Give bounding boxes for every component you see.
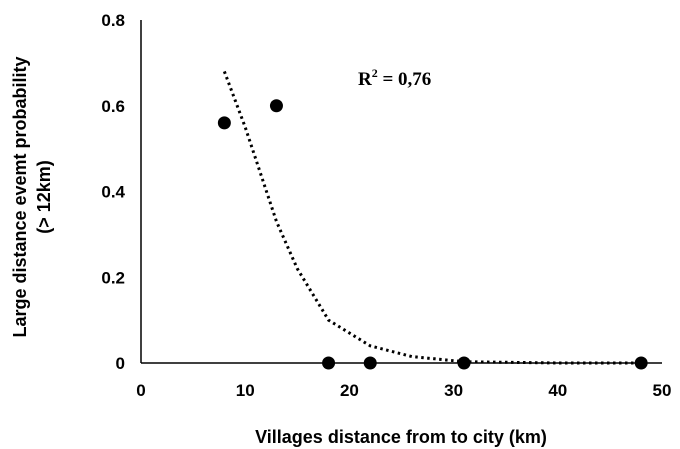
y-axis-title-line-1: Large distance evemt probability <box>10 56 30 337</box>
y-tick-label: 0.6 <box>101 97 125 116</box>
y-axis-title-line-2: (> 12km) <box>34 160 54 234</box>
data-point <box>634 356 648 370</box>
y-tick-label: 0.4 <box>101 183 125 202</box>
axes <box>140 20 662 364</box>
data-point <box>363 356 377 370</box>
y-tick-labels: 0 0.2 0.4 0.6 0.8 <box>101 11 125 373</box>
data-point <box>322 356 336 370</box>
r-squared-annotation: R2 = 0,76 <box>358 66 431 90</box>
y-tick-label: 0 <box>116 354 125 373</box>
data-point <box>457 356 471 370</box>
x-tick-label: 50 <box>653 381 672 400</box>
data-points <box>217 99 648 370</box>
x-tick-label: 30 <box>444 381 463 400</box>
x-tick-label: 40 <box>548 381 567 400</box>
x-tick-label: 20 <box>340 381 359 400</box>
x-tick-label: 0 <box>136 381 145 400</box>
r-squared-value: = 0,76 <box>378 69 432 90</box>
trendline <box>222 70 642 365</box>
r-squared-base: R <box>358 69 372 90</box>
y-tick-label: 0.2 <box>101 268 125 287</box>
r-squared-superscript: 2 <box>372 66 378 80</box>
data-point <box>269 99 283 113</box>
x-tick-label: 10 <box>236 381 255 400</box>
data-point <box>217 116 231 130</box>
x-axis-title: Villages distance from to city (km) <box>255 427 547 447</box>
x-tick-labels: 0 10 20 30 40 50 <box>136 381 671 400</box>
y-axis-title: Large distance evemt probability (> 12km… <box>10 56 54 337</box>
y-tick-label: 0.8 <box>101 11 125 30</box>
trendline-group <box>222 70 642 365</box>
